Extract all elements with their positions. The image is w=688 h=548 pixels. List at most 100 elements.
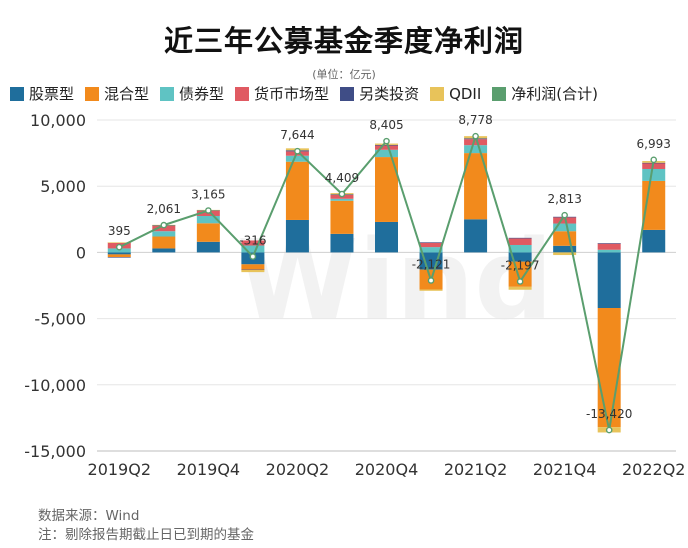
data-label: 8,405 [369, 118, 403, 132]
net-profit-point [516, 278, 524, 285]
net-profit-point [472, 132, 479, 140]
net-profit-point [160, 221, 168, 229]
bar-segment-bond [285, 155, 309, 162]
data-label: 4,409 [325, 171, 359, 185]
data-label: 2,061 [147, 202, 181, 216]
legend-swatch-qdii [430, 86, 445, 101]
legend-swatch-alt [340, 86, 355, 101]
bar-segment-mixed [553, 231, 577, 246]
bar-segment-stock [107, 252, 131, 255]
bar-segment-qdii [553, 252, 577, 256]
bar-segment-stock [553, 245, 577, 253]
bar-segment-qdii [419, 289, 443, 291]
bar-segment-bond [196, 215, 220, 224]
legend-item-qdii: QDII [430, 85, 481, 103]
bar-segment-alt [241, 269, 265, 271]
legend-label-money: 货币市场型 [254, 85, 330, 103]
legend-label-alt: 另类投资 [359, 85, 420, 103]
chart-title: 近三年公募基金季度净利润 [163, 24, 524, 58]
data-label: 6,993 [637, 137, 671, 151]
legend-label-bond: 债券型 [179, 85, 225, 103]
y-tick-label: 5,000 [40, 177, 86, 196]
legend-label-net: 净利润(合计) [511, 85, 599, 103]
legend-label-mixed: 混合型 [104, 85, 150, 103]
bar-segment-money [375, 145, 398, 150]
bar-segment-bond [419, 247, 443, 253]
bar-segment-stock [597, 252, 621, 309]
y-tick-label: 0 [76, 243, 86, 262]
x-tick-label: 2019Q2 [88, 460, 152, 479]
data-source: 数据来源：Wind [38, 508, 140, 524]
net-profit-point [249, 253, 257, 260]
legend-label-qdii: QDII [449, 84, 482, 103]
net-profit-point [205, 207, 212, 214]
bar-segment-money [241, 240, 265, 246]
bar-segment-mixed [241, 264, 265, 270]
data-label: -316 [239, 234, 266, 248]
bar-segment-money [152, 225, 176, 232]
net-profit-point [338, 190, 346, 198]
data-label: 7,644 [280, 128, 314, 142]
y-tick-label: -10,000 [24, 376, 86, 395]
bar-segment-stock [285, 219, 309, 253]
bar-segment-qdii [508, 286, 532, 290]
bar-segment-stock [464, 219, 488, 253]
bar-segment-money [597, 243, 621, 250]
bar-segment-bond [464, 145, 488, 154]
chart-legend: 股票型 混合型 债券型 货币市场型 另类投资 QDII 净利润(合计) [10, 83, 686, 104]
bar-segment-mixed [196, 223, 220, 242]
legend-swatch-mixed [85, 86, 100, 101]
net-profit-point [650, 156, 658, 164]
y-tick-label: -15,000 [24, 442, 86, 461]
bar-segment-mixed [375, 157, 398, 222]
data-label: 395 [108, 224, 131, 238]
bar-segment-stock [330, 233, 354, 253]
x-tick-label: 2020Q2 [266, 460, 330, 479]
bar-segment-qdii [241, 270, 265, 273]
legend-item-stock: 股票型 [10, 83, 74, 104]
bar-segment-alt [107, 257, 131, 258]
bar-segment-bond [597, 249, 621, 253]
legend-label-stock: 股票型 [29, 85, 75, 103]
x-tick-label: 2022Q2 [622, 460, 686, 479]
bar-segment-alt [375, 144, 398, 146]
bar-segment-money [642, 163, 666, 169]
x-tick-label: 2020Q4 [355, 460, 419, 479]
net-profit-point [561, 211, 568, 219]
x-tick-label: 2019Q4 [177, 460, 241, 479]
legend-swatch-stock [10, 86, 24, 101]
bar-segment-bond [241, 245, 265, 253]
legend-swatch-money [235, 86, 250, 101]
data-label: 3,165 [191, 187, 225, 201]
net-profit-point [427, 277, 435, 284]
legend-swatch-bond [160, 86, 175, 101]
bar-segment-money [419, 242, 443, 248]
y-tick-label: -5,000 [34, 310, 86, 329]
bar-segment-money [553, 217, 577, 224]
bar-segment-stock [642, 229, 666, 253]
bar-segment-mixed [508, 261, 532, 287]
bar-segment-alt [419, 242, 443, 243]
x-tick-label: 2021Q4 [533, 460, 597, 479]
net-profit-point [383, 137, 390, 145]
legend-item-money: 货币市场型 [235, 83, 329, 104]
net-profit-point [294, 147, 301, 155]
bar-segment-mixed [107, 254, 131, 258]
bar-segment-money [508, 238, 532, 245]
bar-segment-mixed [464, 153, 488, 220]
bar-segment-bond [375, 149, 398, 158]
bar-segment-bond [330, 198, 354, 201]
bar-segment-mixed [152, 236, 176, 249]
bar-segment-money [464, 139, 488, 146]
legend-item-bond: 债券型 [160, 83, 224, 104]
footnote: 注：剔除报告期截止日已到期的基金 [38, 527, 254, 543]
net-profit-point [605, 426, 613, 434]
unit-label: (单位：亿元) [312, 68, 376, 81]
bar-segment-alt [597, 243, 621, 244]
data-label: -2,197 [501, 258, 540, 272]
legend-item-mixed: 混合型 [85, 83, 149, 104]
bar-segment-stock [152, 248, 176, 253]
net-profit-point [115, 243, 123, 251]
bar-segment-bond [553, 223, 577, 232]
